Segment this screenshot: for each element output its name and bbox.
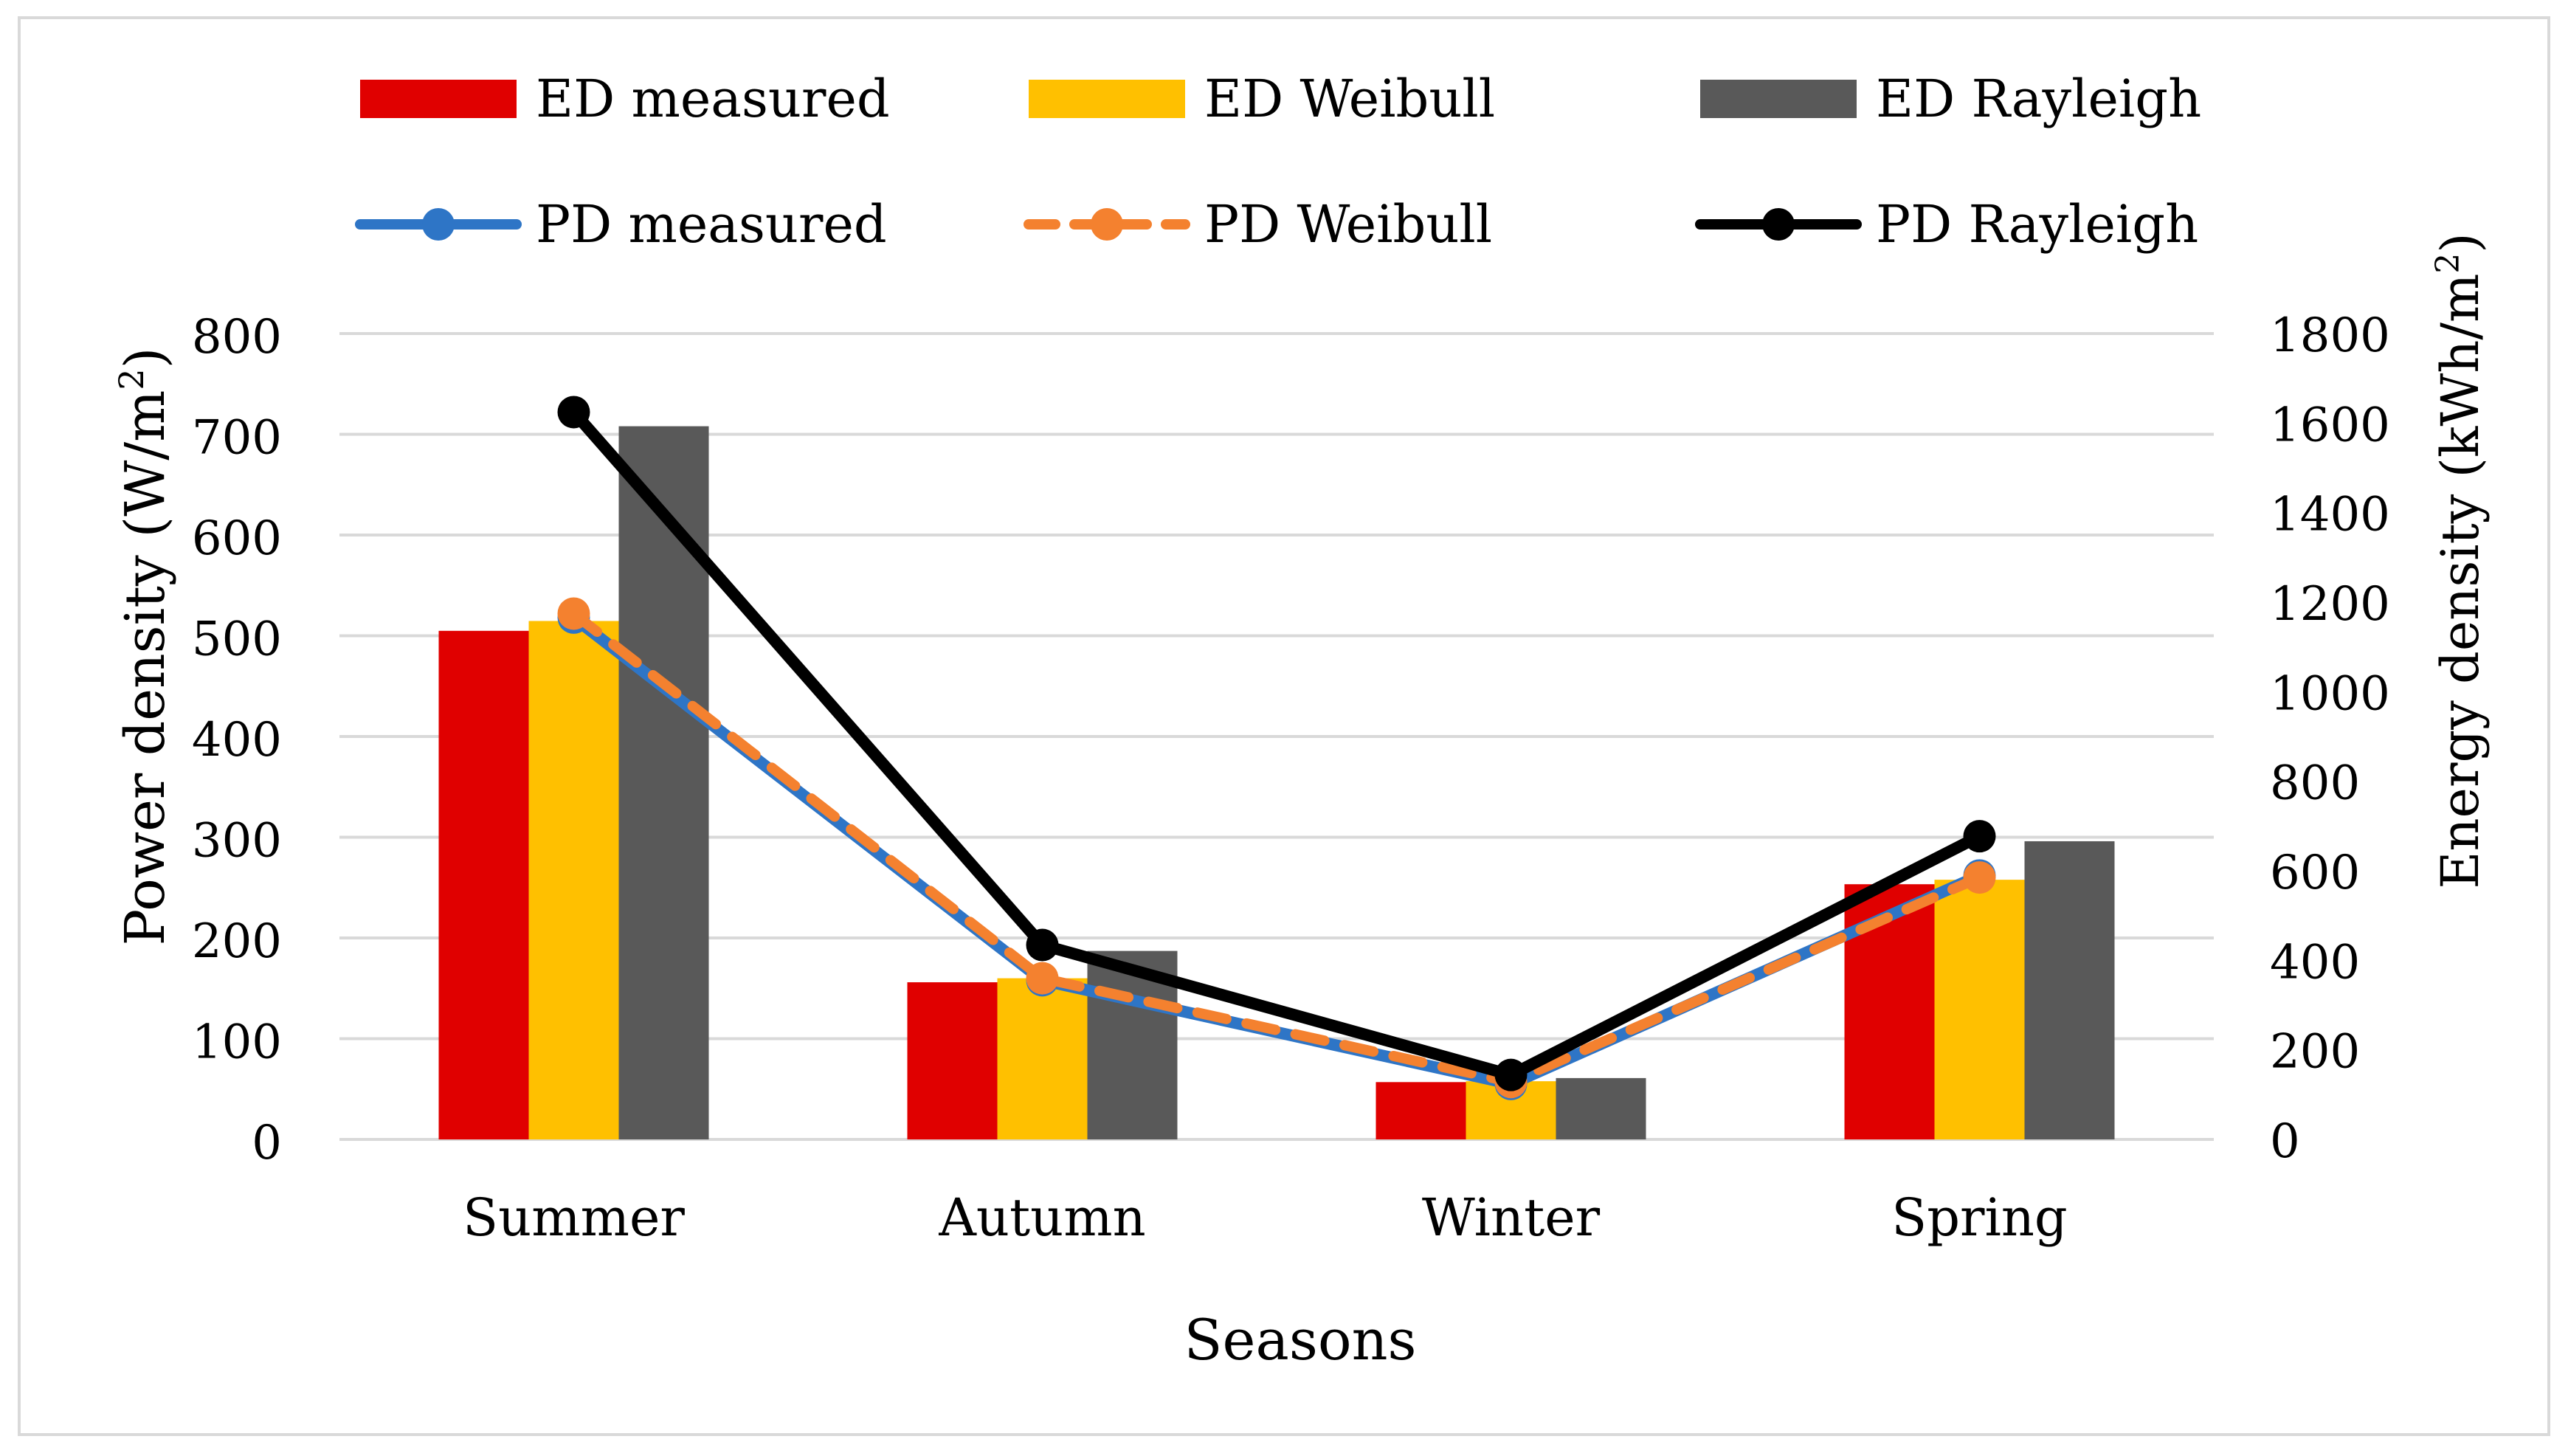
- x-axis-title: Seasons: [1184, 1307, 1416, 1373]
- left-axis-title-sup: 2: [111, 368, 151, 390]
- line-pd-weibull: [568, 608, 1985, 1088]
- left-tick-label: 0: [252, 1116, 282, 1170]
- right-axis-title-close: ): [2430, 232, 2491, 252]
- legend-label-pd-rayleigh: PD Rayleigh: [1876, 194, 2198, 255]
- legend-swatch-ed-measured: [360, 80, 517, 118]
- bar-ed-weibull: [1934, 880, 2025, 1139]
- legend-label-ed-rayleigh: ED Rayleigh: [1876, 69, 2201, 129]
- right-tick-label: 200: [2270, 1025, 2360, 1080]
- left-tick-label: 400: [192, 713, 282, 767]
- bar-ed-rayleigh: [618, 426, 709, 1139]
- bar-group: [438, 426, 2115, 1139]
- right-tick-label: 1600: [2270, 398, 2390, 452]
- tick-labels: 0 100 200 300 400 500 600 700 800 0 200 400 600 800 10…: [192, 308, 2390, 1248]
- legend-swatch-ed-weibull: [1029, 80, 1185, 118]
- right-tick-label: 400: [2270, 935, 2360, 990]
- marker-pd-weibull: [1963, 861, 1996, 894]
- right-tick-label: 1800: [2270, 308, 2390, 363]
- right-axis-title: Energy density (kWh/m2): [2429, 232, 2491, 889]
- legend-label-ed-weibull: ED Weibull: [1204, 69, 1495, 129]
- right-axis-title-text: Energy density (kWh/m: [2430, 274, 2491, 889]
- legend-label-pd-measured: PD measured: [536, 194, 887, 255]
- right-tick-label: 1400: [2270, 488, 2390, 542]
- left-tick-label: 600: [192, 511, 282, 566]
- legend-marker-pd-rayleigh: [1762, 208, 1795, 241]
- left-tick-label: 800: [192, 310, 282, 365]
- bar-ed-measured: [1844, 884, 1935, 1139]
- category-label: Autumn: [938, 1187, 1145, 1248]
- bar-ed-rayleigh: [1556, 1077, 1646, 1139]
- bar-ed-measured: [438, 630, 529, 1139]
- category-label: Spring: [1891, 1187, 2068, 1248]
- left-tick-label: 200: [192, 914, 282, 969]
- marker-pd-rayleigh: [557, 396, 590, 429]
- legend-marker-pd-weibull: [1091, 208, 1123, 241]
- legend-label-pd-weibull: PD Weibull: [1204, 194, 1492, 255]
- left-axis-title-text: Power density (W/m: [114, 390, 177, 946]
- marker-pd-weibull: [1026, 962, 1059, 995]
- bar-ed-rayleigh: [2024, 841, 2115, 1139]
- bar-ed-weibull: [997, 978, 1088, 1139]
- line-pd-rayleigh: [567, 406, 1986, 1081]
- left-tick-label: 500: [192, 613, 282, 667]
- legend-marker-pd-measured: [422, 208, 455, 241]
- marker-pd-weibull: [557, 597, 590, 630]
- right-tick-label: 800: [2270, 756, 2360, 811]
- marker-pd-rayleigh: [1963, 820, 1996, 853]
- bar-ed-weibull: [528, 621, 619, 1139]
- bar-ed-measured: [907, 982, 998, 1139]
- legend: ED measured ED Weibull ED Rayleigh PD measu…: [355, 69, 2201, 255]
- left-axis-title-close: ): [114, 347, 177, 368]
- bar-ed-measured: [1376, 1082, 1466, 1139]
- right-tick-label: 600: [2270, 846, 2360, 900]
- marker-pd-rayleigh: [1494, 1058, 1528, 1091]
- legend-swatch-ed-rayleigh: [1700, 80, 1857, 118]
- legend-label-ed-measured: ED measured: [536, 69, 890, 129]
- right-axis-title-sup: 2: [2429, 253, 2467, 274]
- right-tick-label: 1000: [2270, 666, 2390, 721]
- left-tick-label: 700: [192, 411, 282, 466]
- right-tick-label: 0: [2270, 1114, 2300, 1169]
- category-label: Winter: [1422, 1187, 1601, 1248]
- left-tick-label: 300: [192, 814, 282, 869]
- marker-pd-rayleigh: [1026, 928, 1059, 962]
- left-axis-title: Power density (W/m2): [111, 347, 177, 945]
- line-group: [557, 396, 1996, 1100]
- category-label: Summer: [463, 1187, 685, 1248]
- right-tick-label: 1200: [2270, 577, 2390, 632]
- left-tick-label: 100: [192, 1015, 282, 1070]
